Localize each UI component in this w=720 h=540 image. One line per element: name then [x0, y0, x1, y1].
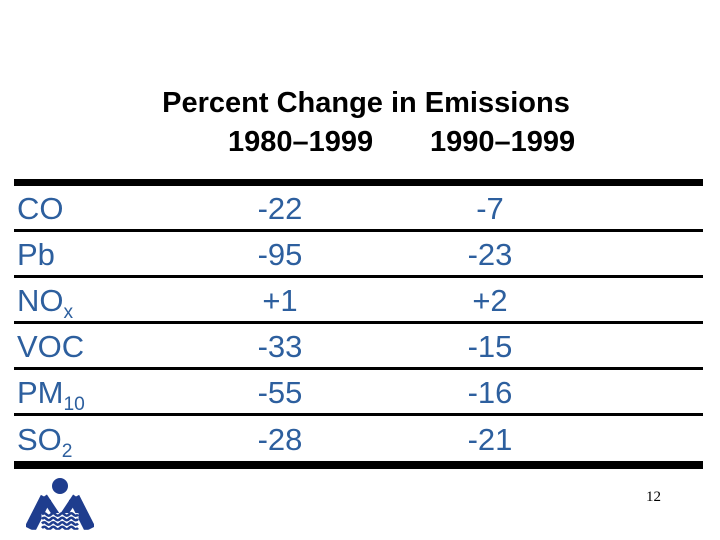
value-1990-1999-cell: -16 [467, 375, 513, 410]
table-row: CO -22 -7 [14, 186, 703, 232]
pollutant-name-cell: SO2 [17, 422, 73, 463]
slide-title: Percent Change in Emissions [162, 87, 570, 119]
value-1990-1999-cell: -7 [476, 191, 504, 226]
pollutant-name-cell: PM10 [17, 375, 85, 416]
table-row: Pb -95 -23 [14, 232, 703, 278]
value-1980-1999-cell: -28 [257, 422, 303, 457]
value-1980-1999-cell: -22 [257, 191, 303, 226]
value-1990-1999-cell: +2 [472, 283, 508, 318]
page-number: 12 [646, 489, 661, 505]
emissions-table: CO -22 -7 Pb -95 -23 NOx +1 +2 VOC -33 -… [14, 179, 703, 469]
pollutant-name-cell: NOx [17, 283, 74, 324]
reading-person-logo-icon [26, 478, 94, 533]
pollutant-name-cell: VOC [17, 329, 85, 364]
value-1990-1999-cell: -23 [467, 237, 513, 272]
value-1990-1999-cell: -21 [467, 422, 513, 457]
table-row: VOC -33 -15 [14, 324, 703, 370]
table-row: PM10 -55 -16 [14, 370, 703, 416]
table-row: NOx +1 +2 [14, 278, 703, 324]
pollutant-name-cell: CO [17, 191, 64, 226]
value-1980-1999-cell: -55 [257, 375, 303, 410]
pollutant-name-cell: Pb [17, 237, 55, 272]
value-1980-1999-cell: -33 [257, 329, 303, 364]
value-1980-1999-cell: +1 [262, 283, 298, 318]
column-header-1980-1999: 1980–1999 [228, 126, 374, 158]
column-header-1990-1999: 1990–1999 [430, 126, 576, 158]
table-row: SO2 -28 -21 [14, 416, 703, 461]
value-1980-1999-cell: -95 [257, 237, 303, 272]
value-1990-1999-cell: -15 [467, 329, 513, 364]
